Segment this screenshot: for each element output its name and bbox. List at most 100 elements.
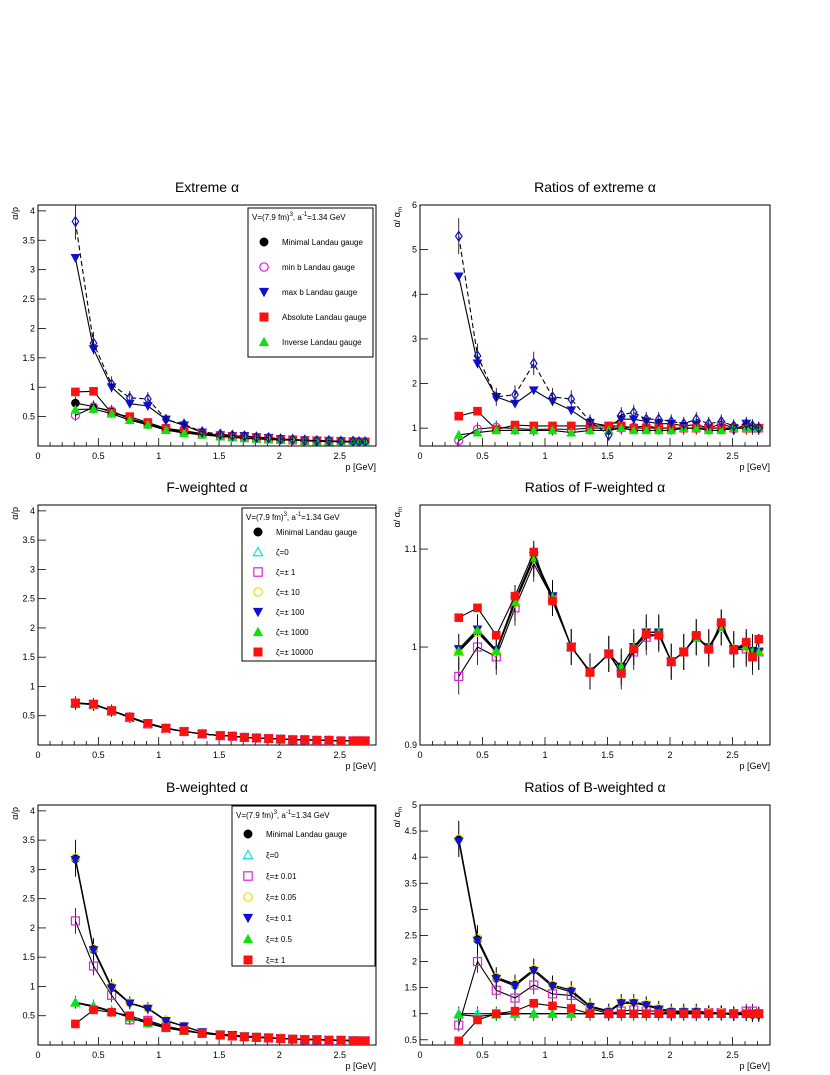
- data-point: [215, 1030, 225, 1040]
- y-tick-label: 1: [412, 423, 417, 433]
- data-point: [143, 719, 153, 728]
- data-point: [604, 1009, 614, 1018]
- data-point: [473, 349, 482, 362]
- data-point: [510, 993, 520, 1003]
- legend-marker: [253, 527, 263, 537]
- legend-label: min b Landau gauge: [282, 263, 356, 272]
- legend-entry: ξ=± 1: [243, 955, 286, 965]
- chart-title: Extreme α: [175, 179, 239, 195]
- data-point: [71, 387, 80, 397]
- legend-header-sup: -1: [286, 810, 292, 816]
- legend-marker: [258, 287, 270, 298]
- legend-header-sup: 3: [284, 512, 288, 518]
- y-tick-label: 1.5: [22, 952, 35, 962]
- data-point: [89, 337, 98, 350]
- data-point: [754, 422, 763, 435]
- data-point: [70, 254, 81, 263]
- y-tick-label: 3.5: [22, 235, 35, 245]
- y-tick-label: 2: [30, 323, 35, 333]
- x-axis: 0 0.5 1 1.5 2 2.5p [GeV]: [417, 438, 771, 472]
- data-point: [666, 425, 677, 435]
- legend-marker: [243, 892, 253, 902]
- chart-title: B-weighted α: [166, 779, 248, 795]
- series: [71, 698, 370, 745]
- data-point: [107, 706, 116, 715]
- legend-header-sup: -1: [296, 512, 302, 518]
- legend-entry: ζ=± 10: [253, 587, 300, 597]
- chart-panel: Extreme α0 0.5 1 1.5 2 2.5p [GeV]0.511.522.53…: [10, 179, 377, 472]
- data-point: [142, 1004, 153, 1014]
- data-point: [616, 999, 627, 1009]
- data-point: [88, 961, 99, 971]
- data-point: [566, 642, 576, 652]
- data-point: [754, 634, 764, 644]
- data-point: [585, 668, 595, 677]
- chart-title: Ratios of F-weighted α: [525, 479, 665, 495]
- series: [71, 205, 370, 446]
- plot-area: [70, 696, 371, 745]
- legend-header-sup: 3: [274, 810, 278, 816]
- x-axis-label: p [GeV]: [345, 1061, 376, 1071]
- data-point: [179, 727, 189, 736]
- series-line: [458, 550, 760, 675]
- data-point: [252, 733, 261, 743]
- legend-header-sup: 3: [290, 212, 294, 218]
- legend-box: [231, 805, 376, 967]
- data-point: [472, 936, 483, 946]
- data-point: [336, 1036, 346, 1045]
- y-tick-label: 2: [412, 957, 417, 967]
- legend-entry: ζ=± 100: [252, 607, 305, 618]
- chart-panel: Ratios of F-weighted α 0 0.5 1 1.5 2 2.5p [GeV…: [392, 479, 771, 771]
- data-point: [454, 1020, 464, 1030]
- data-point: [629, 406, 638, 419]
- x-tick-label: 2.5: [334, 1050, 347, 1060]
- legend-entry: Absolute Landau gauge: [259, 312, 367, 322]
- legend-entry: ξ=± 0.01: [243, 871, 297, 881]
- legend-entry: Minimal Landau gauge: [259, 237, 363, 247]
- data-point: [336, 736, 346, 745]
- data-point: [161, 1023, 171, 1032]
- data-point: [691, 630, 701, 640]
- series-line: [75, 1009, 366, 1042]
- y-tick-label: 1.5: [404, 983, 417, 993]
- data-point: [748, 420, 757, 432]
- data-point: [528, 386, 539, 396]
- x-tick-label: 0: [35, 750, 40, 760]
- data-point: [547, 982, 558, 992]
- series-line: [75, 408, 366, 443]
- y-tick-label: 1.5: [22, 353, 35, 363]
- y-axis-label-main: α/ α: [392, 212, 402, 227]
- data-point: [179, 1026, 189, 1035]
- x-tick-label: 2: [277, 1050, 282, 1060]
- y-tick-label: 3: [30, 864, 35, 874]
- data-point: [70, 997, 81, 1007]
- series: [454, 540, 764, 690]
- y-tick-label: 5: [412, 800, 417, 810]
- x-tick-label: 0: [417, 451, 422, 461]
- x-tick-label: 2: [667, 451, 672, 461]
- plot-area: [453, 218, 764, 446]
- data-point: [616, 669, 626, 678]
- chart-panel: Ratios of B-weighted α0 0.5 1 1.5 2 2.5p [GeV…: [392, 779, 771, 1071]
- y-tick-label: 1: [30, 382, 35, 392]
- data-point: [585, 425, 595, 435]
- data-point: [252, 1033, 261, 1042]
- y-tick-label: 1.1: [404, 544, 417, 554]
- legend-marker: [252, 546, 264, 557]
- y-tick-label: 3.5: [404, 878, 417, 888]
- data-point: [510, 591, 520, 601]
- data-point: [654, 630, 664, 640]
- legend-label: Absolute Landau gauge: [282, 313, 367, 322]
- legend-marker: [258, 336, 270, 347]
- data-point: [566, 1008, 577, 1018]
- legend-label: ξ=± 1: [266, 956, 286, 965]
- data-point: [716, 425, 727, 435]
- data-point: [604, 649, 614, 659]
- data-point: [528, 967, 539, 976]
- y-tick-label: 2.5: [22, 894, 35, 904]
- data-point: [742, 417, 751, 430]
- x-tick-label: 0.5: [92, 750, 105, 760]
- series: [453, 272, 764, 436]
- data-point: [641, 425, 652, 435]
- legend-entry: ζ=± 1: [253, 567, 296, 577]
